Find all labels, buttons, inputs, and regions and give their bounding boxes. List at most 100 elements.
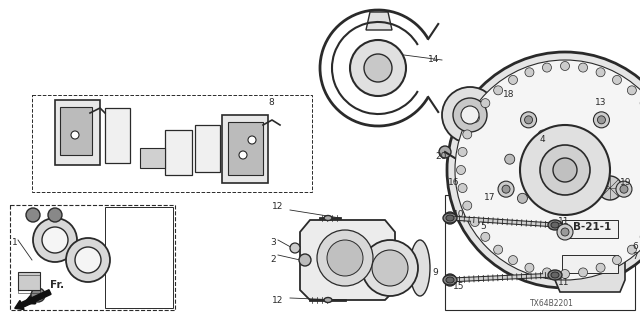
Polygon shape	[140, 148, 165, 168]
Text: 5: 5	[480, 222, 486, 231]
Circle shape	[453, 98, 487, 132]
Text: 18: 18	[503, 90, 515, 99]
Ellipse shape	[443, 275, 457, 285]
Circle shape	[520, 112, 536, 128]
Circle shape	[543, 268, 552, 277]
Circle shape	[248, 136, 256, 144]
Circle shape	[559, 193, 568, 203]
Circle shape	[498, 181, 514, 197]
Ellipse shape	[446, 215, 454, 221]
Text: B-21-1: B-21-1	[573, 222, 611, 232]
Circle shape	[493, 120, 593, 220]
Circle shape	[327, 240, 363, 276]
Ellipse shape	[548, 220, 562, 230]
Text: 1: 1	[12, 238, 18, 247]
Circle shape	[481, 99, 490, 108]
Text: 9: 9	[432, 268, 438, 277]
Bar	[18, 275, 40, 293]
Polygon shape	[222, 115, 268, 183]
Circle shape	[66, 238, 110, 282]
Polygon shape	[228, 122, 263, 175]
Circle shape	[627, 86, 636, 95]
Circle shape	[598, 116, 605, 124]
Text: 6: 6	[632, 242, 637, 251]
Circle shape	[493, 86, 502, 95]
Circle shape	[455, 60, 640, 280]
Circle shape	[444, 274, 456, 286]
Circle shape	[463, 130, 472, 139]
Circle shape	[557, 224, 573, 240]
Ellipse shape	[324, 215, 332, 220]
Circle shape	[48, 208, 62, 222]
Circle shape	[439, 146, 451, 158]
Text: 2: 2	[270, 255, 276, 264]
Text: 12: 12	[272, 202, 284, 211]
Circle shape	[442, 87, 498, 143]
Polygon shape	[60, 107, 92, 155]
Text: 17: 17	[484, 193, 495, 202]
Text: TX64B2201: TX64B2201	[530, 299, 574, 308]
Text: 15: 15	[453, 282, 465, 291]
Text: 4: 4	[540, 135, 546, 144]
Bar	[32, 95, 312, 192]
Circle shape	[517, 193, 527, 203]
Circle shape	[461, 106, 479, 124]
Text: 8: 8	[268, 98, 274, 107]
Circle shape	[543, 63, 552, 72]
Circle shape	[75, 247, 101, 273]
Circle shape	[456, 165, 465, 174]
Circle shape	[444, 212, 456, 224]
Polygon shape	[195, 125, 220, 172]
Circle shape	[561, 269, 570, 278]
Circle shape	[458, 184, 467, 193]
Text: 19: 19	[620, 178, 632, 187]
Circle shape	[596, 263, 605, 272]
Circle shape	[317, 230, 373, 286]
Text: 11: 11	[558, 217, 570, 226]
Circle shape	[475, 102, 611, 238]
Ellipse shape	[548, 270, 562, 280]
Ellipse shape	[446, 277, 454, 283]
Polygon shape	[165, 130, 192, 175]
Circle shape	[528, 155, 558, 185]
Circle shape	[579, 268, 588, 277]
Circle shape	[553, 158, 577, 182]
Bar	[105, 207, 173, 308]
Circle shape	[364, 54, 392, 82]
Circle shape	[463, 201, 472, 210]
Bar	[562, 220, 618, 238]
Circle shape	[458, 148, 467, 156]
Circle shape	[538, 130, 548, 140]
Circle shape	[525, 263, 534, 272]
Text: 11: 11	[558, 278, 570, 287]
Polygon shape	[55, 100, 100, 165]
Circle shape	[42, 227, 68, 253]
Text: 3: 3	[270, 238, 276, 247]
Text: 16: 16	[448, 178, 460, 187]
Ellipse shape	[551, 272, 559, 278]
Circle shape	[596, 68, 605, 77]
Circle shape	[31, 288, 45, 302]
Circle shape	[627, 245, 636, 254]
Circle shape	[520, 125, 610, 215]
Circle shape	[579, 63, 588, 72]
Circle shape	[525, 116, 532, 124]
Circle shape	[540, 145, 590, 195]
Circle shape	[598, 176, 622, 200]
Polygon shape	[105, 108, 130, 163]
Text: 14: 14	[428, 55, 440, 64]
Circle shape	[502, 185, 510, 193]
Circle shape	[470, 114, 479, 123]
Circle shape	[372, 250, 408, 286]
Circle shape	[509, 256, 518, 265]
Bar	[10, 205, 175, 310]
Circle shape	[481, 232, 490, 241]
Polygon shape	[300, 220, 395, 300]
Circle shape	[572, 154, 581, 164]
Circle shape	[509, 76, 518, 84]
Circle shape	[561, 61, 570, 70]
Circle shape	[26, 208, 40, 222]
Polygon shape	[555, 200, 625, 292]
Ellipse shape	[443, 213, 457, 223]
Circle shape	[350, 40, 406, 96]
